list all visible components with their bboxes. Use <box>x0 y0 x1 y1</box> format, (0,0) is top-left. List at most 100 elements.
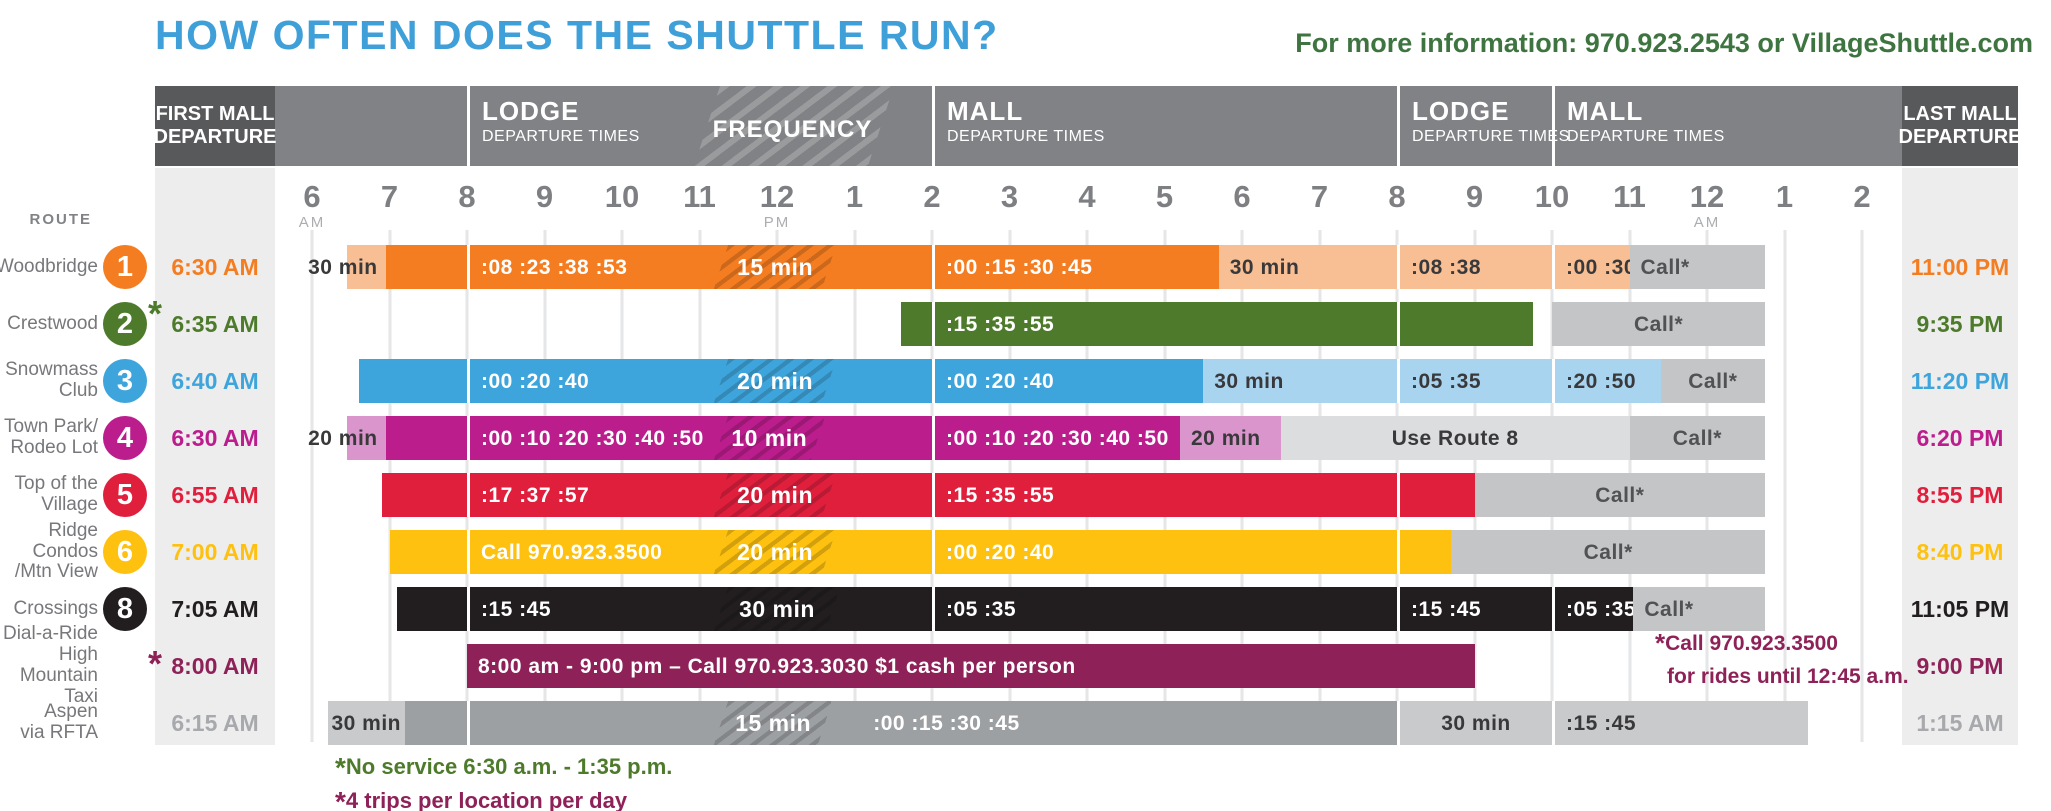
schedule-segment <box>405 701 467 745</box>
footnote-no-service: *No service 6:30 a.m. - 1:35 p.m. <box>335 752 673 783</box>
segment-label: :00 :15 :30 :45 <box>946 255 1093 279</box>
schedule-segment <box>467 701 715 745</box>
schedule-segment <box>358 359 467 403</box>
schedule-segment: :00 :20 :40 <box>467 359 715 403</box>
segment-label: 20 min <box>1191 426 1261 450</box>
hour-tick-label: 10 <box>604 179 640 214</box>
schedule-segment: :15 :45 <box>467 587 715 631</box>
hour-tick-label: 11 <box>1613 179 1646 214</box>
first-departure-column <box>155 168 275 745</box>
segment-label: 10 min <box>731 424 808 451</box>
segment-label: Use Route 8 <box>1391 426 1519 450</box>
segment-label: :00 :20 :40 <box>481 369 590 393</box>
header-section-subtitle: DEPARTURE TIMES <box>1567 128 1725 145</box>
schedule-segment: :00 :20 :40 <box>932 530 1397 574</box>
last-departure-time: 11:05 PM <box>1910 596 2010 622</box>
segment-label: :15 :35 :55 <box>946 483 1055 507</box>
segment-label: 30 min <box>1214 369 1284 393</box>
header-section-title: MALL <box>1567 96 1644 126</box>
first-departure-time: 6:55 AM <box>171 482 259 508</box>
hour-tick-label: 1 <box>1775 179 1794 214</box>
schedule-segment: 20 min <box>713 359 837 403</box>
segment-label: 30 min <box>331 711 402 735</box>
schedule-segment <box>835 473 932 517</box>
schedule-segment: :15 :45 <box>1552 701 1808 745</box>
segment-label: :15 :35 :55 <box>946 312 1055 336</box>
segment-label: 30 min <box>308 255 378 279</box>
route-asterisk-icon: * <box>148 293 163 334</box>
segment-label: Call* <box>1583 540 1633 564</box>
route-name: Crestwood <box>7 312 98 334</box>
schedule-segment: 20 min <box>1180 416 1281 460</box>
schedule-segment <box>835 530 932 574</box>
segment-label: 20 min <box>737 367 813 394</box>
schedule-segment: 30 min <box>308 245 386 289</box>
route-name: Town Park/ Rodeo Lot <box>4 416 98 458</box>
schedule-segment: :00 :15 :30 :45 <box>932 245 1219 289</box>
schedule-segment: :17 :37 :57 <box>467 473 715 517</box>
route-badge: 6 <box>103 530 147 574</box>
schedule-segment: Use Route 8 <box>1280 416 1630 460</box>
hour-tick-label: 9 <box>535 179 554 214</box>
route-badge: 2 <box>103 302 147 346</box>
header-section-subtitle: DEPARTURE TIMES <box>1412 128 1570 145</box>
segment-label: :00 :20 :40 <box>946 540 1055 564</box>
schedule-segment: 10 min <box>713 416 825 460</box>
hour-tick-label: 5 <box>1155 179 1174 214</box>
hour-tick-label: 6 <box>1233 179 1251 214</box>
schedule-segment: 15 min <box>713 701 833 745</box>
segment-label: :00 :15 :30 :45 <box>873 711 1020 735</box>
schedule-segment <box>835 359 932 403</box>
schedule-segment <box>839 587 932 631</box>
frequency-header-label: FREQUENCY <box>712 116 873 143</box>
segment-label: :15 :45 <box>1566 711 1637 735</box>
route-name: Woodbridge <box>0 255 98 277</box>
schedule-segment <box>823 416 932 460</box>
schedule-segment <box>1397 473 1475 517</box>
last-departure-time: 6:20 PM <box>1916 425 2004 451</box>
call-segment: Call* <box>1633 587 1766 631</box>
schedule-segment: :15 :45 <box>1397 587 1552 631</box>
segment-label: 8:00 am - 9:00 pm – Call 970.923.3030 $1… <box>478 654 1076 678</box>
call-segment: Call* <box>1474 473 1766 517</box>
last-departure-time: 9:00 PM <box>1916 653 2004 679</box>
hour-tick-label: 4 <box>1078 179 1096 214</box>
call-segment: Call* <box>1552 302 1766 346</box>
last-mall-departure-header: LAST MALL DEPARTURE <box>1899 86 2021 166</box>
header-section-subtitle: DEPARTURE TIMES <box>482 128 640 145</box>
header-section-lodge-20: LODGE DEPARTURE TIMES <box>1397 86 1570 166</box>
route-name: Dial-a-Ride High Mountain Taxi <box>2 623 98 707</box>
schedule-segment <box>397 587 467 631</box>
segment-label: :15 :45 <box>481 597 552 621</box>
hour-tick-label: 8 <box>458 179 476 214</box>
schedule-segment: :08 :38 <box>1397 245 1552 289</box>
schedule-segment: 20 min <box>713 473 837 517</box>
schedule-segment: :20 :50 <box>1552 359 1661 403</box>
last-departure-time: 8:55 PM <box>1916 482 2004 508</box>
hour-tick-label: 10 <box>1534 179 1570 214</box>
first-departure-time: 8:00 AM <box>171 653 259 679</box>
header-section-mall-14: MALL DEPARTURE TIMES <box>932 86 1105 166</box>
meridiem-label: PM <box>763 214 791 231</box>
schedule-segment: :15 :35 :55 <box>932 302 1397 346</box>
hour-tick-label: 7 <box>1310 179 1329 214</box>
hour-tick-label: 2 <box>923 179 941 214</box>
first-departure-time: 6:30 AM <box>171 425 259 451</box>
schedule-segment <box>389 530 467 574</box>
hour-tick-label: 12 <box>1689 179 1725 214</box>
schedule-segment: 30 min <box>1203 359 1397 403</box>
contact-info: For more information: 970.923.2543 or Vi… <box>1295 28 2033 58</box>
header-section-title: MALL <box>947 96 1024 126</box>
segment-label: Call* <box>1633 312 1684 336</box>
last-departure-time: 1:15 AM <box>1916 710 2004 736</box>
header-section-title: LODGE <box>482 96 580 126</box>
schedule-segment <box>1397 302 1533 346</box>
last-departure-column <box>1902 168 2018 745</box>
segment-label: :05 :35 <box>1411 369 1482 393</box>
segment-label: :08 :23 :38 :53 <box>481 255 628 279</box>
segment-label: 30 min <box>1229 255 1300 279</box>
hour-tick-label: 11 <box>683 179 716 214</box>
schedule-segment: 30 min <box>1218 245 1397 289</box>
schedule-segment: 15 min <box>713 245 837 289</box>
